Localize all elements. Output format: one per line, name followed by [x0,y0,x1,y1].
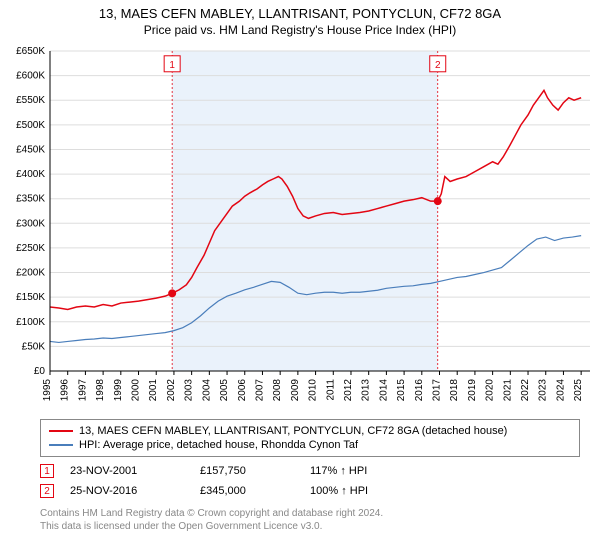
chart-container: 13, MAES CEFN MABLEY, LLANTRISANT, PONTY… [0,0,600,533]
legend-item: 13, MAES CEFN MABLEY, LLANTRISANT, PONTY… [49,424,571,438]
svg-text:2020: 2020 [485,379,496,402]
svg-text:£400K: £400K [16,169,45,180]
chart-title-line2: Price paid vs. HM Land Registry's House … [0,23,600,37]
legend: 13, MAES CEFN MABLEY, LLANTRISANT, PONTY… [40,419,580,457]
svg-text:2001: 2001 [148,379,159,402]
svg-text:2024: 2024 [555,379,566,402]
svg-text:2: 2 [435,60,441,71]
marker-badge: 2 [40,484,54,498]
svg-text:£200K: £200K [16,268,45,279]
svg-text:2011: 2011 [325,379,336,401]
svg-text:2018: 2018 [449,379,460,402]
svg-text:2004: 2004 [201,379,212,402]
title-block: 13, MAES CEFN MABLEY, LLANTRISANT, PONTY… [0,0,600,41]
svg-text:2005: 2005 [219,379,230,402]
marker-price: £157,750 [200,465,310,477]
legend-label: HPI: Average price, detached house, Rhon… [79,439,358,451]
svg-text:2019: 2019 [467,379,478,402]
svg-text:1995: 1995 [42,379,53,402]
marker-badge-num: 1 [44,466,50,477]
footer-line1: Contains HM Land Registry data © Crown c… [40,507,580,520]
svg-text:2012: 2012 [343,379,354,402]
marker-badge-num: 2 [44,486,50,497]
svg-text:£500K: £500K [16,120,45,131]
svg-text:2025: 2025 [573,379,584,402]
markers-table: 1 23-NOV-2001 £157,750 117% ↑ HPI 2 25-N… [40,461,580,501]
svg-text:2015: 2015 [396,379,407,402]
svg-text:£50K: £50K [22,341,46,352]
legend-item: HPI: Average price, detached house, Rhon… [49,438,571,452]
svg-text:£300K: £300K [16,218,45,229]
marker-date: 23-NOV-2001 [70,465,200,477]
marker-badge: 1 [40,464,54,478]
chart-area: £0 £50K £100K £150K £200K £250K £300K £350K £400… [0,41,600,411]
svg-text:2006: 2006 [237,379,248,402]
svg-text:1998: 1998 [95,379,106,402]
marker-row: 1 23-NOV-2001 £157,750 117% ↑ HPI [40,461,580,481]
legend-swatch [49,444,73,446]
svg-text:2023: 2023 [538,379,549,402]
svg-text:2017: 2017 [432,379,443,402]
marker-pct: 100% ↑ HPI [310,485,430,497]
chart-title-line1: 13, MAES CEFN MABLEY, LLANTRISANT, PONTY… [0,6,600,21]
svg-text:£450K: £450K [16,144,45,155]
svg-text:2022: 2022 [520,379,531,402]
svg-text:2016: 2016 [414,379,425,402]
legend-label: 13, MAES CEFN MABLEY, LLANTRISANT, PONTY… [79,425,507,437]
svg-text:2013: 2013 [361,379,372,402]
svg-text:2014: 2014 [378,379,389,402]
marker-row: 2 25-NOV-2016 £345,000 100% ↑ HPI [40,481,580,501]
svg-text:1: 1 [169,60,175,71]
marker-price: £345,000 [200,485,310,497]
marker-date: 25-NOV-2016 [70,485,200,497]
svg-text:2010: 2010 [308,379,319,402]
svg-text:2002: 2002 [166,379,177,402]
svg-text:£550K: £550K [16,95,45,106]
svg-text:1997: 1997 [77,379,88,402]
chart-svg: £0 £50K £100K £150K £200K £250K £300K £350K £400… [0,41,600,411]
svg-text:£600K: £600K [16,71,45,82]
footer-line2: This data is licensed under the Open Gov… [40,520,580,533]
svg-text:£250K: £250K [16,243,45,254]
svg-text:2007: 2007 [254,379,265,402]
svg-text:£350K: £350K [16,194,45,205]
footer: Contains HM Land Registry data © Crown c… [40,507,580,533]
svg-text:£650K: £650K [16,46,45,57]
svg-text:2021: 2021 [502,379,513,402]
svg-text:2008: 2008 [272,379,283,402]
marker-pct: 117% ↑ HPI [310,465,430,477]
svg-text:2000: 2000 [131,379,142,402]
svg-text:£100K: £100K [16,317,45,328]
svg-text:2009: 2009 [290,379,301,402]
svg-text:£0: £0 [34,366,46,377]
svg-text:1996: 1996 [60,379,71,402]
svg-text:2003: 2003 [184,379,195,402]
svg-text:1999: 1999 [113,379,124,402]
legend-swatch [49,430,73,432]
svg-text:£150K: £150K [16,292,45,303]
